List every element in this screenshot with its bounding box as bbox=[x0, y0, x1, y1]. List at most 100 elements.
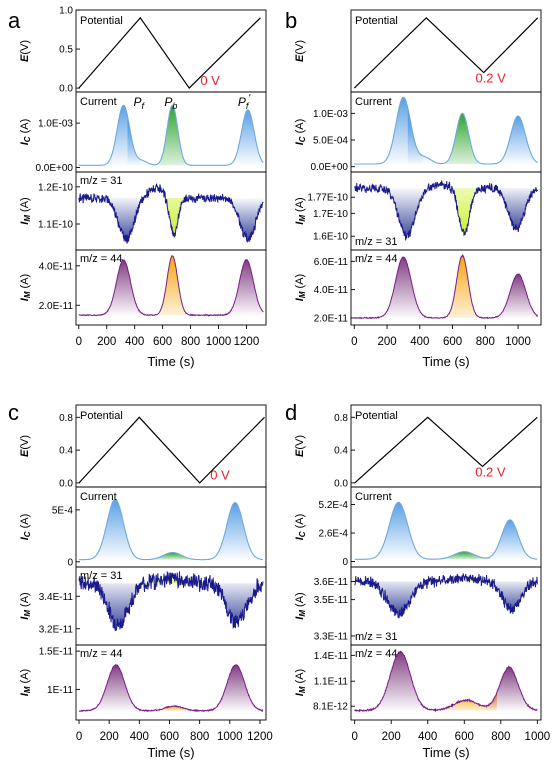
y-tick-label: 1.7E-10 bbox=[313, 209, 348, 220]
subplot-frame bbox=[350, 249, 542, 326]
peak-label: Pb bbox=[164, 95, 177, 111]
subplot-potential: E(V) Potential 0.2 V bbox=[294, 9, 542, 93]
subplot-current: 0 2.6E-4 5.2E-4 IC (A) Current bbox=[294, 486, 542, 568]
potential-annotation: 0 V bbox=[200, 73, 220, 88]
y-tick-label: 1.5E-11 bbox=[39, 647, 74, 658]
peak-area-1 bbox=[105, 259, 142, 316]
y-axis-label: IM (A) bbox=[294, 592, 307, 619]
peak-area-1 bbox=[93, 664, 139, 711]
x-tick-label: 1200 bbox=[247, 731, 273, 743]
mz44-label: m/z = 44 bbox=[80, 648, 123, 660]
x-tick-label: 200 bbox=[100, 731, 119, 743]
subplot-current: 0.0E+00 1.0E-03 IC (A) Current Pf Pb Pf′ bbox=[19, 91, 267, 174]
subplot-frame bbox=[350, 644, 542, 721]
mz44-label: m/z = 44 bbox=[355, 253, 398, 265]
mz44-line bbox=[354, 650, 538, 713]
mz31-line bbox=[354, 573, 538, 619]
peak-area-4 bbox=[499, 116, 537, 164]
mz44-line bbox=[353, 253, 539, 320]
x-tick-label: 1000 bbox=[505, 336, 531, 348]
peak-area-1 bbox=[106, 195, 146, 244]
panel-c: c 0.0 0.4 0.8 E(V) Potential 0 V 0 5E-4 IC (A) Cur… bbox=[8, 400, 273, 760]
current-label: Current bbox=[80, 491, 117, 503]
x-tick-label: 600 bbox=[153, 336, 172, 348]
peak-area-1 bbox=[385, 186, 428, 241]
y-axis-label: IM (A) bbox=[294, 197, 307, 224]
y-tick-label: 0 bbox=[67, 557, 73, 568]
x-tick-label: 400 bbox=[418, 731, 437, 743]
mz44-label: m/z = 44 bbox=[80, 253, 123, 265]
x-tick-label: 400 bbox=[410, 336, 429, 348]
y-tick-label: 1E-11 bbox=[47, 685, 73, 696]
potential-label: Potential bbox=[355, 410, 398, 422]
peak-label: Pf bbox=[134, 95, 146, 111]
subplot-mz31: 3.2E-11 3.4E-11 IM (A) m/z = 31 bbox=[19, 566, 267, 646]
peak-area-1 bbox=[93, 499, 137, 560]
current-label: Current bbox=[355, 96, 392, 108]
y-tick-label: 4.0E-11 bbox=[314, 285, 349, 296]
y-tick-label: 5E-4 bbox=[52, 505, 74, 516]
x-tick-label: 600 bbox=[160, 731, 179, 743]
potential-label: Potential bbox=[80, 410, 123, 422]
y-tick-label: 3.2E-11 bbox=[39, 624, 74, 635]
y-axis-label: IC (A) bbox=[19, 119, 32, 146]
subplot-mz44: 8.1E-12 1.1E-11 1.4E-11 IM (A) m/z = 44 bbox=[294, 644, 542, 721]
subplot-mz44: 2.0E-11 4.0E-11 IM (A) m/z = 44 bbox=[19, 249, 267, 326]
y-tick-label: 6.0E-11 bbox=[314, 257, 349, 268]
x-tick-label: 600 bbox=[443, 336, 462, 348]
y-tick-label: 1.77E-10 bbox=[307, 193, 348, 204]
subplot-frame bbox=[75, 644, 267, 721]
mz31-label: m/z = 31 bbox=[355, 236, 398, 248]
peak-area-3 bbox=[228, 259, 264, 316]
peak-area-2 bbox=[438, 551, 491, 560]
y-axis-label: IM (A) bbox=[294, 274, 307, 301]
y-tick-label: 2.6E-4 bbox=[319, 529, 349, 540]
potential-annotation: 0.2 V bbox=[475, 71, 506, 86]
y-tick-label: 0.4 bbox=[59, 446, 73, 457]
subplot-mz31: 1.1E-10 1.2E-10 IM (A) m/z = 31 bbox=[19, 171, 267, 251]
y-tick-label: 1.1E-11 bbox=[314, 677, 349, 688]
x-tick-label: 800 bbox=[181, 336, 200, 348]
peak-area-2 bbox=[211, 577, 262, 629]
y-tick-label: 0.0 bbox=[334, 478, 348, 489]
peak-area-1 bbox=[93, 576, 144, 631]
y-tick-label: 1.0E-03 bbox=[38, 119, 73, 130]
current-label: Current bbox=[355, 491, 392, 503]
subplot-mz44: 2.0E-11 4.0E-11 6.0E-11 IM (A) m/z = 44 bbox=[294, 249, 542, 326]
y-tick-label: 1.2E-10 bbox=[38, 182, 73, 193]
y-tick-label: 0.4 bbox=[334, 446, 348, 457]
peak-area-3 bbox=[213, 502, 257, 560]
potential-annotation: 0 V bbox=[210, 468, 230, 483]
x-axis-label: Time (s) bbox=[422, 354, 469, 369]
x-tick-label: 1000 bbox=[206, 336, 232, 348]
mz31-label: m/z = 31 bbox=[80, 570, 123, 582]
y-axis-label: E(V) bbox=[294, 435, 306, 457]
peak-area-2 bbox=[158, 255, 187, 316]
subplot-potential: 0.0 0.4 0.8 E(V) Potential 0 V bbox=[19, 404, 267, 489]
peak-area-1 bbox=[374, 651, 427, 711]
y-axis-label: IM (A) bbox=[19, 669, 32, 696]
y-axis-label: E(V) bbox=[19, 40, 31, 62]
y-tick-label: 1.6E-10 bbox=[313, 232, 348, 243]
peak-area-1 bbox=[374, 502, 423, 560]
y-axis-label: E(V) bbox=[19, 435, 31, 457]
y-tick-label: 0.0E+00 bbox=[35, 163, 73, 174]
potential-label: Potential bbox=[355, 15, 398, 27]
y-tick-label: 0.5 bbox=[59, 45, 73, 56]
mz44-line bbox=[78, 663, 264, 713]
panel-b: b E(V) Potential 0.2 V 0.0E+00 5.0E-04 1.0E-03… bbox=[285, 8, 542, 369]
x-axis-label: Time (s) bbox=[147, 745, 194, 760]
y-tick-label: 5.2E-4 bbox=[319, 500, 349, 511]
peak-area-1 bbox=[370, 576, 427, 618]
x-tick-label: 200 bbox=[377, 336, 396, 348]
y-tick-label: 2.0E-11 bbox=[314, 313, 349, 324]
subplot-potential: 0.0 0.4 0.8 E(V) Potential 0.2 V bbox=[294, 404, 542, 489]
peak-area-3 bbox=[213, 664, 259, 711]
potential-line bbox=[78, 416, 265, 484]
current-line bbox=[354, 501, 538, 560]
y-tick-label: 2.0E-11 bbox=[39, 301, 74, 312]
x-axis-label: Time (s) bbox=[422, 745, 469, 760]
y-tick-label: 5.0E-04 bbox=[313, 136, 348, 147]
potential-line bbox=[353, 16, 539, 89]
